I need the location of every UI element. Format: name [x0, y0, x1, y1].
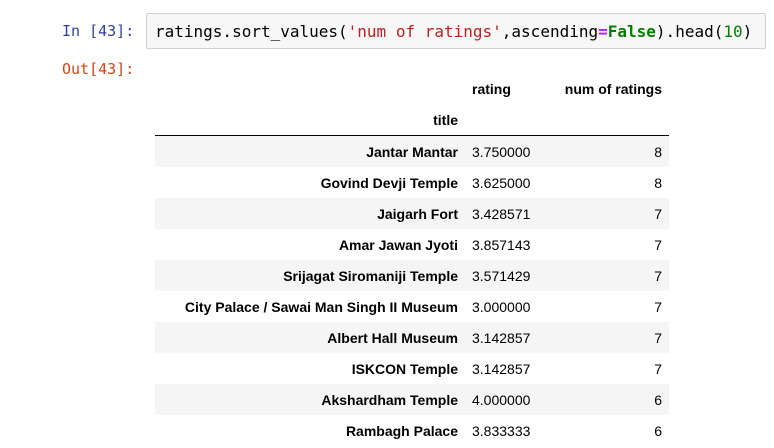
code-operator-token: = — [598, 22, 608, 41]
code-token: ratings.sort_values( — [155, 22, 348, 41]
dataframe-table: rating num of ratings title Jantar Manta… — [155, 73, 669, 446]
row-num-of-ratings: 7 — [654, 360, 662, 377]
row-title: Jantar Mantar — [366, 143, 458, 160]
code-text[interactable]: ratings.sort_values('num of ratings',asc… — [155, 22, 752, 41]
row-title: Jaigarh Fort — [377, 205, 458, 222]
code-token: ,ascending — [501, 22, 599, 41]
row-num-of-ratings: 7 — [654, 298, 662, 315]
row-title: ISKCON Temple — [351, 360, 458, 377]
table-row: ISKCON Temple 3.142857 7 — [155, 353, 669, 384]
row-num-of-ratings: 7 — [654, 329, 662, 346]
table-row: Srijagat Siromaniji Temple 3.571429 7 — [155, 260, 669, 291]
table-row: Amar Jawan Jyoti 3.857143 7 — [155, 229, 669, 260]
row-title: Govind Devji Temple — [320, 174, 458, 191]
row-num-of-ratings: 7 — [654, 236, 662, 253]
output-prompt: Out[43]: — [62, 60, 135, 78]
blank-header-cell — [155, 73, 465, 104]
row-num-of-ratings: 6 — [654, 391, 662, 408]
row-rating: 3.571429 — [472, 267, 531, 284]
index-name-row: title — [155, 104, 669, 136]
code-token: ).head( — [655, 22, 724, 41]
row-rating: 3.142857 — [472, 329, 531, 346]
row-rating: 3.833333 — [472, 422, 531, 439]
blank-header-cell — [465, 104, 543, 136]
row-rating: 4.000000 — [472, 391, 531, 408]
row-num-of-ratings: 8 — [654, 174, 662, 191]
row-title: Rambagh Palace — [345, 422, 458, 439]
column-header-num-of-ratings: num of ratings — [564, 80, 662, 97]
row-num-of-ratings: 6 — [654, 422, 662, 439]
row-title: Akshardham Temple — [321, 391, 458, 408]
table-row: Govind Devji Temple 3.625000 8 — [155, 167, 669, 198]
row-rating: 3.625000 — [472, 174, 531, 191]
row-title: Amar Jawan Jyoti — [338, 236, 458, 253]
row-num-of-ratings: 7 — [654, 205, 662, 222]
row-title: City Palace / Sawai Man Singh II Museum — [184, 298, 458, 315]
row-num-of-ratings: 7 — [654, 267, 662, 284]
code-input-area[interactable]: ratings.sort_values('num of ratings',asc… — [146, 13, 766, 49]
index-name-header: title — [155, 104, 465, 136]
row-title: Srijagat Siromaniji Temple — [283, 267, 458, 284]
table-row: Jantar Mantar 3.750000 8 — [155, 135, 669, 167]
blank-header-cell — [543, 104, 669, 136]
table-row: Akshardham Temple 4.000000 6 — [155, 384, 669, 415]
table-row: Albert Hall Museum 3.142857 7 — [155, 322, 669, 353]
column-header-rating: rating — [472, 80, 511, 97]
input-prompt: In [43]: — [62, 22, 135, 40]
row-rating: 3.857143 — [472, 236, 531, 253]
table-row: City Palace / Sawai Man Singh II Museum … — [155, 291, 669, 322]
column-header-row: rating num of ratings — [155, 73, 669, 104]
row-rating: 3.750000 — [472, 143, 531, 160]
table-row: Rambagh Palace 3.833333 6 — [155, 415, 669, 446]
row-num-of-ratings: 8 — [654, 143, 662, 160]
row-rating: 3.000000 — [472, 298, 531, 315]
table-row: Jaigarh Fort 3.428571 7 — [155, 198, 669, 229]
code-string-token: 'num of ratings' — [347, 22, 502, 41]
row-rating: 3.142857 — [472, 360, 531, 377]
code-token: ) — [742, 22, 753, 41]
row-title: Albert Hall Museum — [327, 329, 458, 346]
code-number-token: 10 — [723, 22, 743, 41]
row-rating: 3.428571 — [472, 205, 531, 222]
code-keyword-token: False — [607, 22, 656, 41]
